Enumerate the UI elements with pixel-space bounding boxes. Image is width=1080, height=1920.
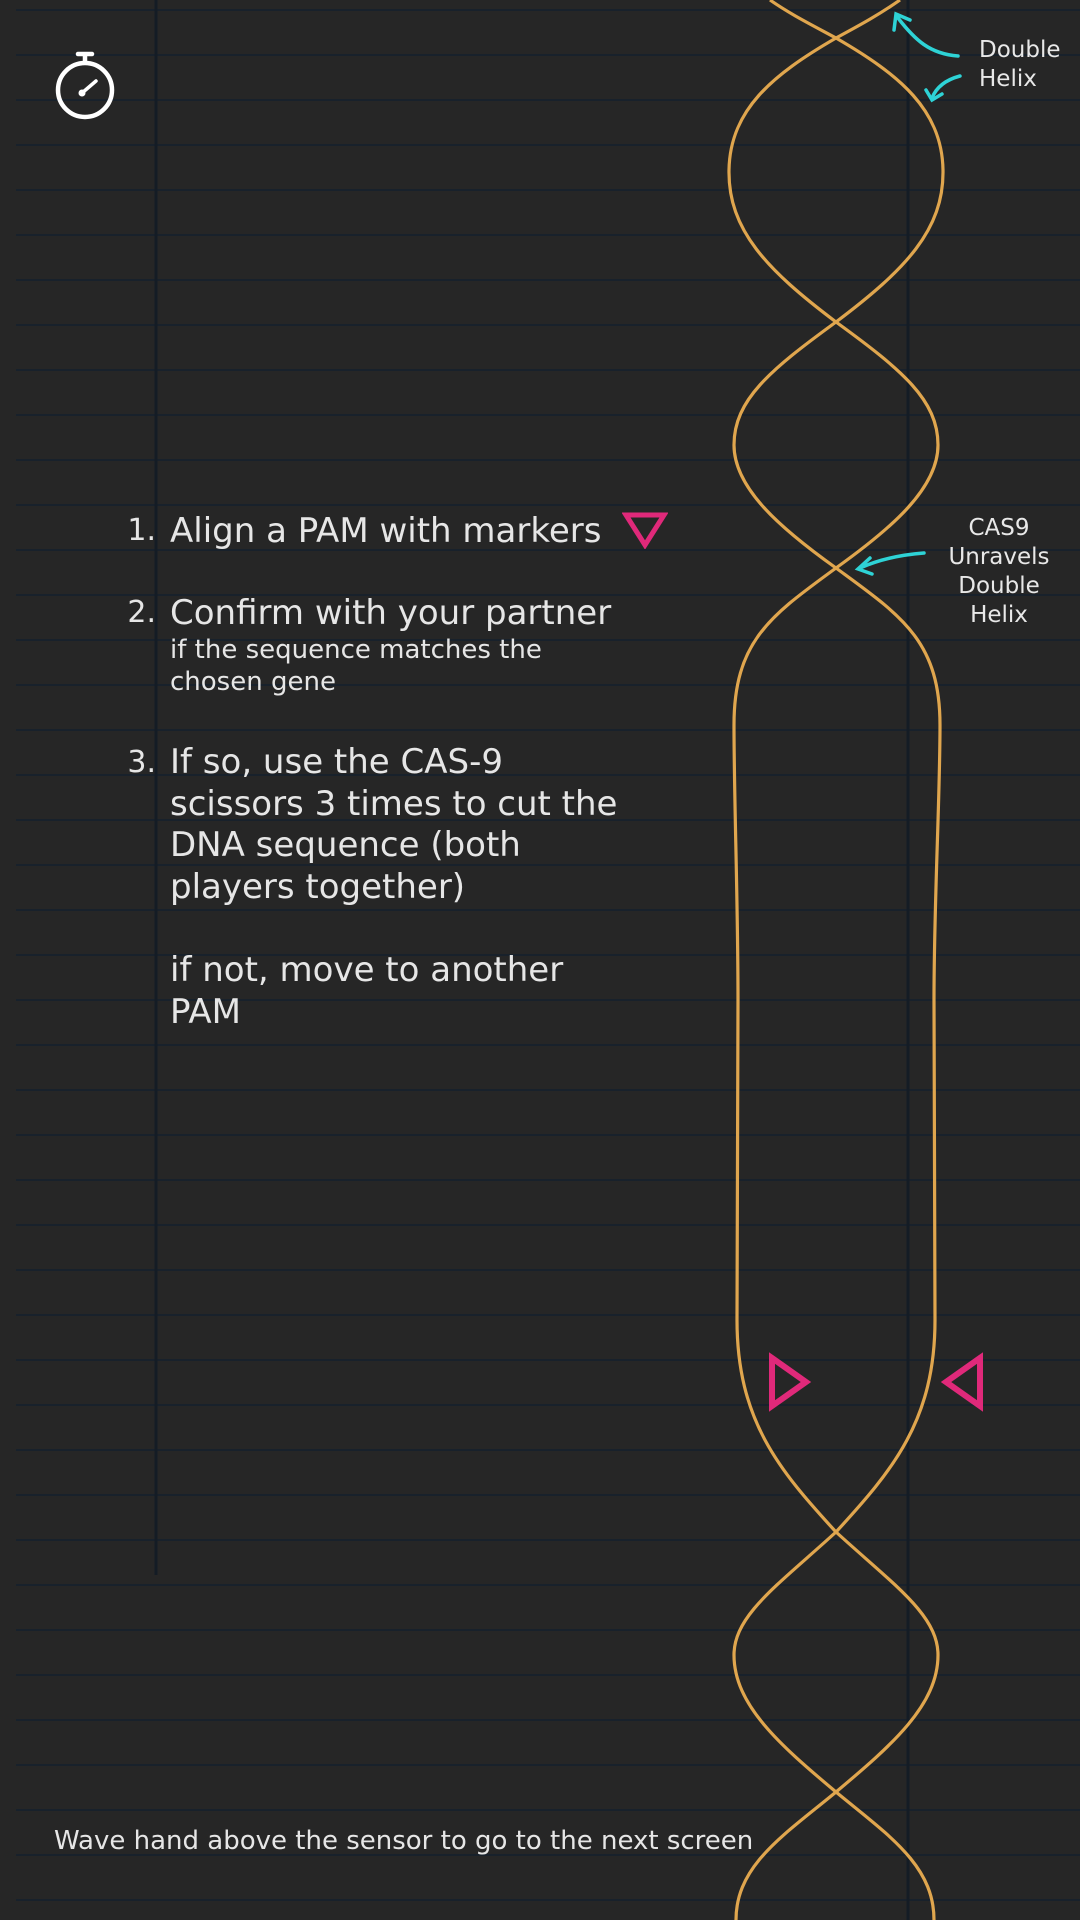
annotation-line: Double	[979, 37, 1061, 63]
instruction-step-1: 1. Align a PAM with markers	[118, 510, 678, 552]
helix-strand-a	[732, 0, 945, 1920]
pink-down-triangle-icon	[621, 511, 669, 550]
step-1-text: Align a PAM with markers	[170, 511, 602, 551]
instruction-step-2: 2. Confirm with your partner if the sequ…	[118, 592, 678, 698]
step-2-detail-line-1: if the sequence matches the	[170, 635, 542, 665]
step-3-line-4: players together)	[170, 866, 466, 907]
step-2-text: Confirm with your partner	[170, 593, 612, 633]
arrow-to-helix-crossing	[924, 74, 962, 103]
step-3-alt-line-2: PAM	[170, 991, 241, 1032]
pam-marker-left-triangle	[940, 1352, 983, 1412]
annotation-line: Double Helix	[958, 573, 1040, 628]
stopwatch-icon	[52, 48, 118, 120]
cas9-annotation: CAS9 Unravels Double Helix	[926, 514, 1072, 630]
arrow-to-cas9-crossing	[854, 551, 926, 576]
footer-hint: Wave hand above the sensor to go to the …	[54, 1826, 754, 1856]
arrow-to-helix-top	[892, 11, 960, 58]
annotation-line: Helix	[979, 66, 1037, 92]
step-2-detail-line-2: chosen gene	[170, 667, 336, 697]
helix-strand-b	[727, 0, 940, 1920]
step-number: 1.	[127, 513, 156, 548]
step-3-alt-line-1: if not, move to another	[170, 950, 564, 990]
step-number: 3.	[127, 745, 156, 780]
step-3-line-3: DNA sequence (both	[170, 825, 521, 865]
pam-marker-right-triangle	[769, 1352, 812, 1412]
step-3-line-1: If so, use the CAS-9	[170, 742, 504, 782]
annotation-line: CAS9	[968, 515, 1030, 541]
instructions-list: 1. Align a PAM with markers 2. Confirm w…	[118, 510, 678, 1033]
step-number: 2.	[127, 595, 156, 630]
double-helix-annotation: Double Helix	[979, 36, 1061, 94]
step-3-line-2: scissors 3 times to cut the	[170, 783, 618, 824]
annotation-line: Unravels	[948, 544, 1050, 570]
instruction-step-3: 3. If so, use the CAS-9 scissors 3 times…	[118, 742, 678, 1033]
